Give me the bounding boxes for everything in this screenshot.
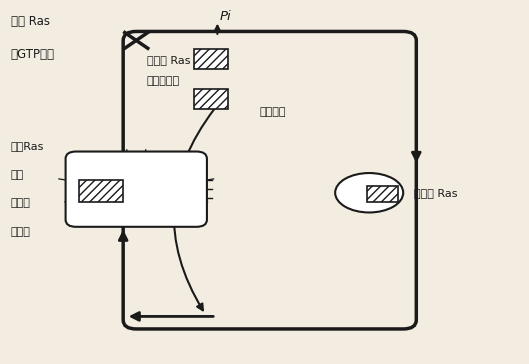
Ellipse shape	[335, 173, 403, 213]
Text: 失活的 Ras: 失活的 Ras	[414, 188, 457, 198]
Text: 活性Ras: 活性Ras	[11, 141, 44, 151]
Bar	[194, 89, 228, 108]
Text: 此处被阻断: 此处被阻断	[147, 76, 180, 86]
Text: 转导: 转导	[11, 170, 24, 180]
Text: 裂信号: 裂信号	[11, 227, 31, 237]
Text: 突变的 Ras: 突变的 Ras	[147, 55, 190, 65]
Bar	[367, 186, 398, 202]
Bar	[79, 180, 123, 202]
Bar	[194, 50, 228, 69]
Text: 正常 Ras: 正常 Ras	[11, 15, 50, 28]
FancyBboxPatch shape	[66, 151, 207, 227]
Text: Pi: Pi	[220, 10, 232, 23]
Text: 使GTP水解: 使GTP水解	[11, 48, 54, 60]
Text: 细胞分: 细胞分	[11, 198, 31, 209]
Text: 活化信号: 活化信号	[259, 107, 286, 117]
